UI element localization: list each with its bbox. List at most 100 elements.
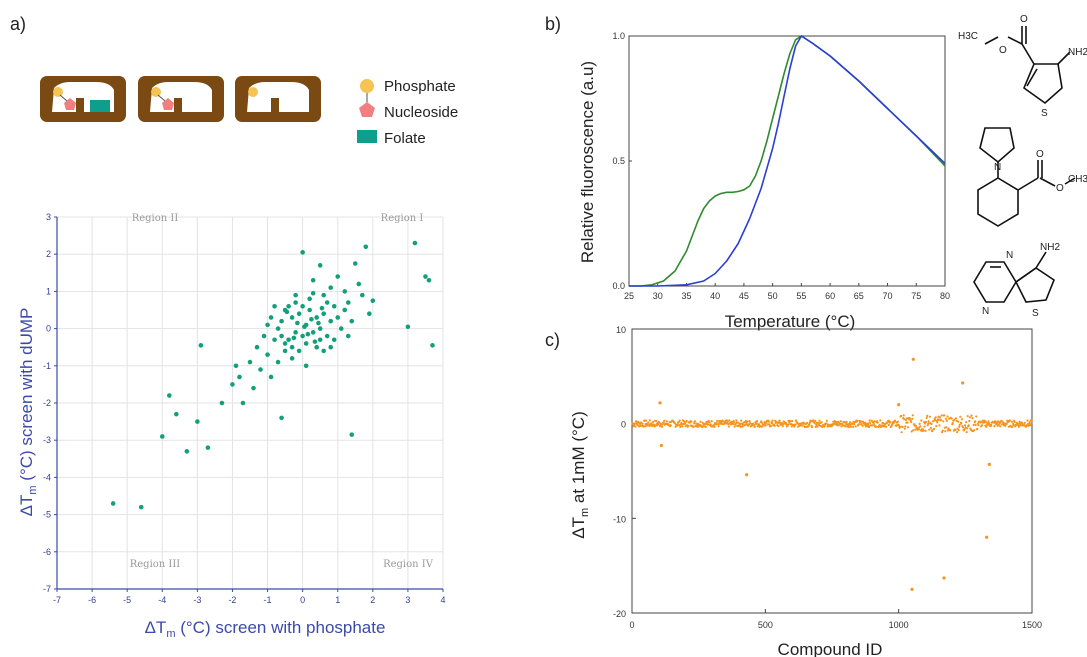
scatter-point (905, 417, 909, 420)
scatter-point (660, 422, 663, 426)
bond (1039, 177, 1056, 187)
scatter-point (303, 341, 309, 346)
x-tick-label: -4 (158, 595, 166, 605)
scatter-point (868, 419, 871, 422)
scatter-point (674, 425, 677, 428)
scatter-point (338, 326, 344, 331)
x-tick-label: 0 (629, 620, 634, 630)
scatter-point-outlier (942, 576, 946, 580)
scatter-point (1015, 424, 1018, 427)
scatter-point (810, 425, 814, 429)
scatter-point (1012, 423, 1015, 427)
scatter-point (998, 422, 1001, 425)
scatter-point (286, 337, 291, 343)
scatter-point (996, 422, 999, 425)
scatter-point (923, 425, 926, 428)
legend-folate-label: Folate (384, 130, 426, 147)
panel-label-c: c) (545, 330, 560, 350)
scatter-point (841, 424, 845, 427)
scatter-point (786, 423, 790, 426)
scatter-point (924, 429, 927, 432)
scatter-point (317, 263, 323, 268)
scatter-point (342, 307, 348, 313)
scatter-point (1018, 420, 1021, 423)
scatter-point (964, 424, 967, 427)
scatter-point (300, 303, 305, 309)
scatter-point (965, 421, 968, 424)
scatter-point (643, 419, 646, 422)
scatter-point (770, 422, 774, 425)
scatter-point (852, 425, 855, 428)
legend-phosphate-icon (360, 79, 374, 93)
scatter-point (302, 324, 307, 330)
molecule-3: N N S NH2 (973, 242, 1060, 319)
scatter-point (961, 426, 965, 429)
scatter-point (331, 337, 337, 343)
scatter-point (910, 430, 913, 433)
scatter-point (925, 420, 928, 423)
y-tick-label: 0 (621, 420, 626, 430)
scatter-point (879, 419, 882, 422)
chart-c-points (631, 357, 1033, 591)
scatter-point (906, 421, 909, 424)
scatter-point (279, 318, 284, 324)
bond (1057, 51, 1071, 65)
x-tick-label: -3 (193, 595, 201, 605)
y-tick-label: 0.0 (612, 281, 625, 291)
scatter-point (717, 423, 720, 426)
scatter-point-outlier (658, 401, 662, 405)
chart-a-scatter: -7 -6 -5 -4 -3 -2 -1 0 1 2 3 4 3 2 1 0 -1 -2 -3 -4 -5 -6 -7 Re… (17, 212, 446, 640)
x-tick-label: 25 (624, 291, 634, 301)
pyrrole-ring (979, 127, 1015, 164)
scatter-point (825, 419, 829, 422)
scatter-point (946, 415, 949, 418)
scatter-point (265, 352, 270, 357)
y-tick-label: 1.0 (612, 31, 625, 41)
scatter-point (319, 305, 325, 311)
scatter-point (900, 414, 903, 418)
scatter-point (782, 423, 785, 426)
bond-line (59, 94, 68, 102)
scatter-point (886, 421, 889, 424)
y-tick-label: 3 (46, 212, 51, 222)
scatter-point (910, 420, 913, 424)
scatter-point (954, 417, 958, 420)
scatter-point (708, 421, 711, 424)
scatter-point (746, 420, 749, 423)
scatter-point (335, 274, 341, 279)
scatter-point (1030, 419, 1033, 422)
x-tick-label: 55 (796, 291, 806, 301)
scatter-point (819, 424, 822, 428)
scatter-point (932, 419, 935, 423)
scatter-point (799, 424, 802, 427)
scatter-point (282, 341, 288, 346)
phosphate-icon (248, 87, 258, 97)
scatter-point (926, 424, 929, 427)
scatter-point (972, 423, 975, 427)
scatter-point (310, 330, 316, 335)
scatter-point (771, 419, 774, 422)
scatter-point (733, 421, 736, 424)
phosphate-icon (53, 87, 63, 97)
scatter-point (258, 367, 263, 372)
scatter-point (957, 429, 960, 432)
scatter-point (981, 424, 984, 427)
y-tick-label: -20 (613, 609, 626, 619)
scatter-point (300, 333, 305, 339)
atom-label: N (1006, 250, 1013, 261)
scatter-point (919, 425, 922, 428)
atom-label: N (982, 306, 989, 317)
scatter-point (1013, 420, 1016, 424)
scatter-point (289, 356, 295, 361)
scatter-point (1030, 422, 1033, 425)
x-tick-label: 1500 (1022, 620, 1042, 630)
scatter-point (752, 423, 756, 426)
scatter-point (896, 420, 900, 423)
scatter-point (881, 421, 885, 424)
scatter-point (275, 326, 281, 331)
scatter-point (275, 359, 281, 365)
scatter-point (845, 420, 848, 424)
chart-a-x-axis-title: ΔTm (°C) screen with phosphate (145, 618, 386, 640)
y-tick-label: 10 (616, 325, 626, 335)
scatter-point (820, 421, 823, 424)
